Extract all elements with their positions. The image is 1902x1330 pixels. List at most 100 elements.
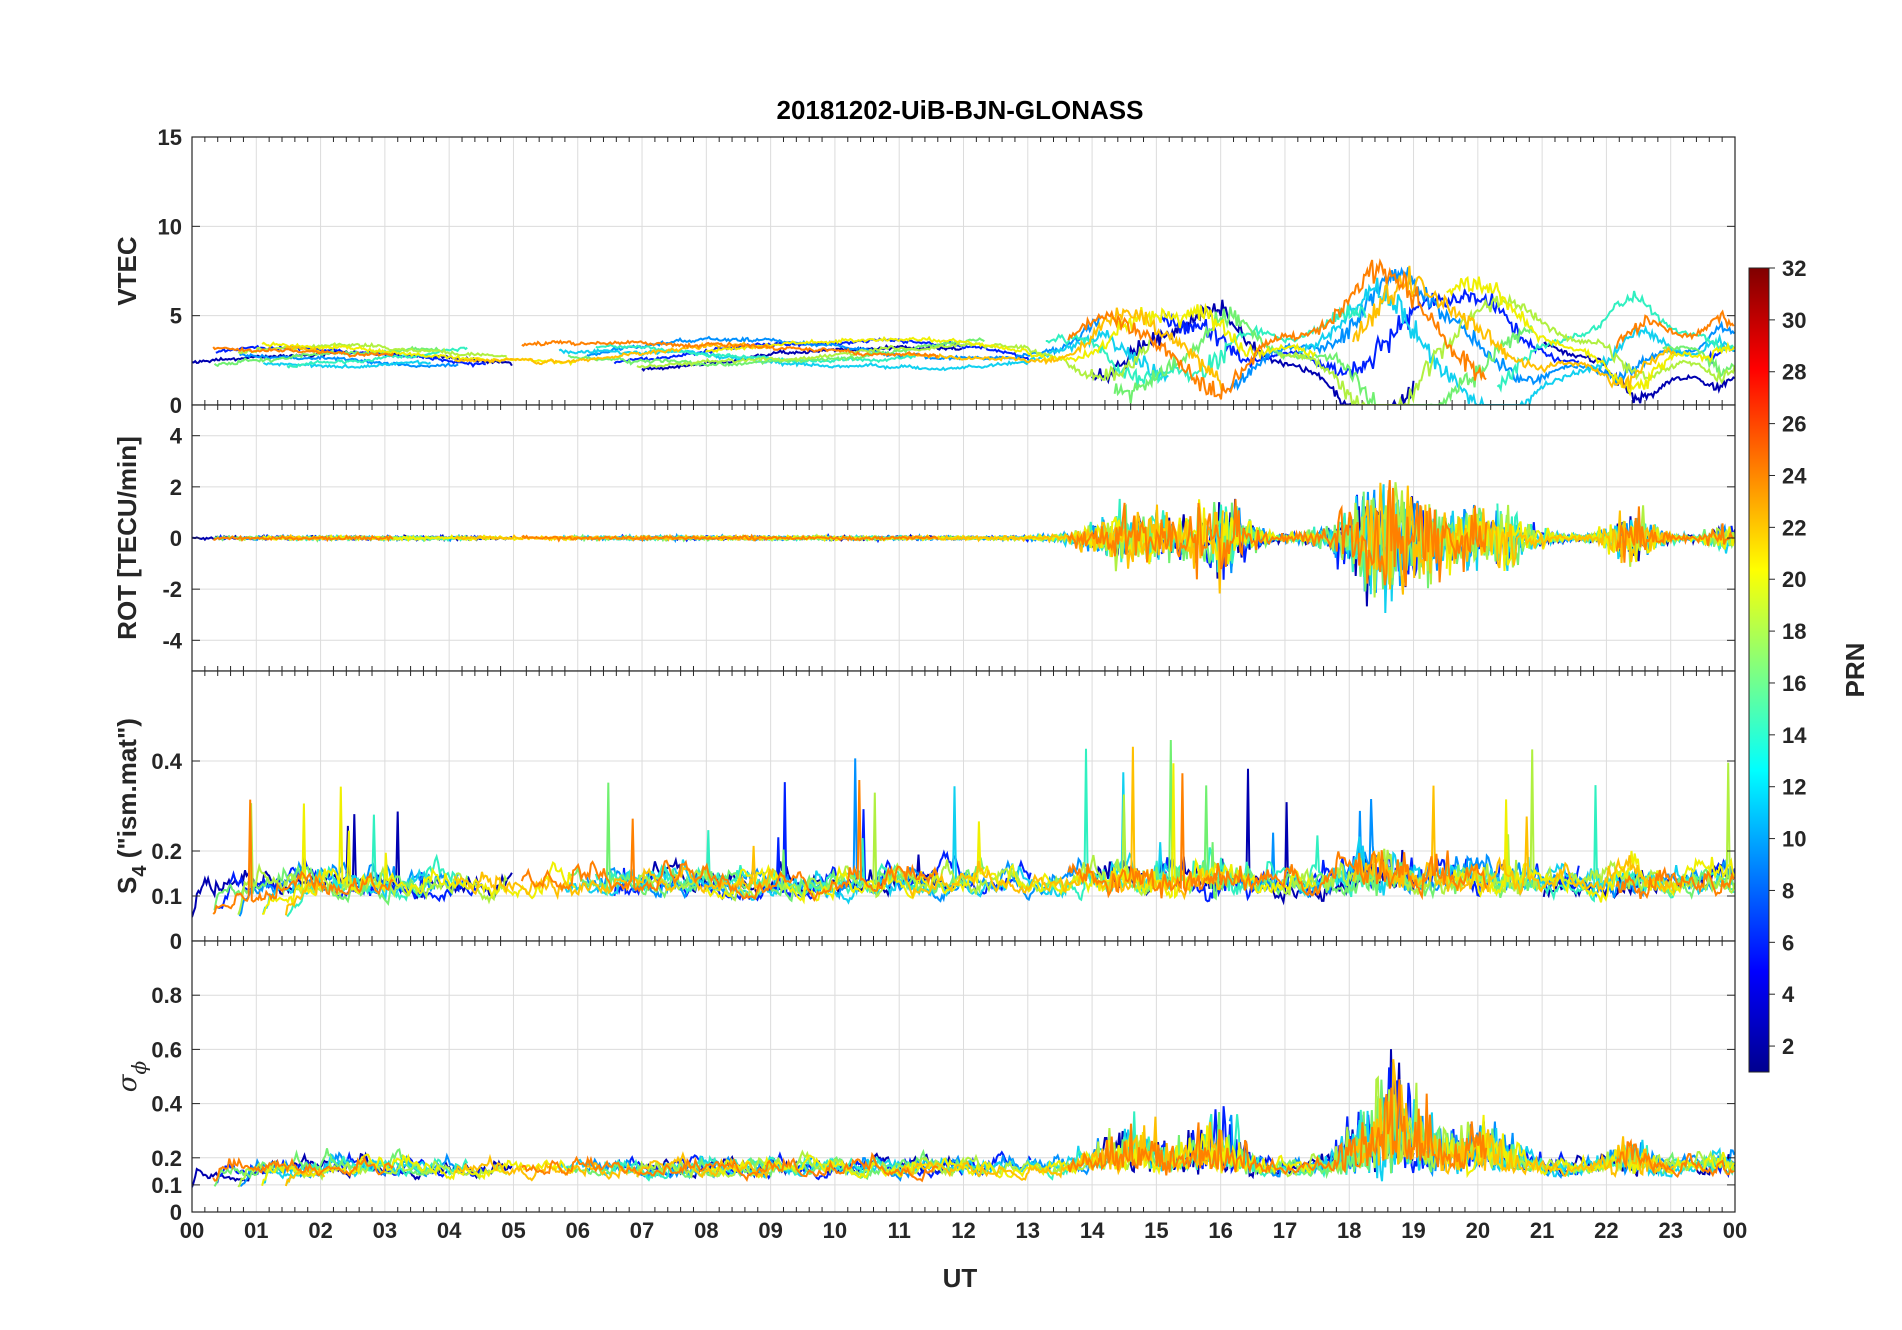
series-prn-11 (262, 359, 432, 369)
y-tick-label: 0.1 (151, 884, 182, 909)
x-tick-label: 12 (951, 1218, 975, 1243)
series-prn-20 (1446, 275, 1735, 397)
x-tick-label: 03 (373, 1218, 397, 1243)
series-group (192, 480, 1735, 614)
y-ticks: 0 5 10 15 (158, 125, 1735, 418)
x-axis-label: UT (943, 1263, 978, 1293)
series-prn-20 (705, 302, 1316, 363)
series-prn-20 (261, 1153, 577, 1187)
series-prn-13 (595, 343, 917, 364)
x-tick-label: 11 (888, 1218, 911, 1243)
x-tick-label: 01 (244, 1218, 268, 1243)
x-tick-label: 14 (1080, 1218, 1105, 1243)
x-tick-label: 18 (1337, 1218, 1361, 1243)
colorbar-label: PRN (1840, 643, 1870, 698)
panel-rot: -4 -2 0 2 4 ROT [TECU/min] (112, 404, 1736, 672)
colorbar-tick-label: 22 (1782, 515, 1806, 540)
series-prn-23 (521, 1151, 939, 1183)
series-prn-23 (1615, 1138, 1735, 1178)
y-axis-label: VTEC (112, 236, 142, 306)
series-prn-15 (1662, 345, 1735, 379)
series-prn-11 (1298, 277, 1735, 405)
series-group (192, 739, 1735, 918)
y-tick-label: 15 (158, 125, 182, 150)
series-prn-5 (1160, 286, 1580, 379)
series-prn-15 (567, 337, 985, 368)
series-prn-23 (521, 339, 939, 359)
x-tick-label: 00 (1723, 1218, 1747, 1243)
y-tick-label: 0.1 (151, 1173, 182, 1198)
colorbar-tick-label: 24 (1782, 463, 1807, 488)
y-tick-label: 0 (170, 929, 182, 954)
series-prn-2 (1543, 341, 1735, 404)
series-prn-23 (1615, 309, 1735, 349)
x-axis: 00 01 02 03 04 05 06 07 08 09 10 11 12 13 14 15 16 17 18 19… (180, 1218, 1747, 1243)
series-prn-15 (1113, 306, 1534, 405)
x-tick-label: 19 (1401, 1218, 1425, 1243)
y-axis-label: ROT [TECU/min] (112, 436, 142, 640)
series-prn-17 (1279, 482, 1735, 598)
y-tick-label: -4 (162, 628, 182, 653)
x-tick-label: 08 (694, 1218, 718, 1243)
series-prn-23 (521, 533, 939, 543)
y-axis-label: S4 ("ism.mat") (112, 718, 151, 894)
series-prn-23 (212, 346, 395, 358)
colorbar-tick-label: 26 (1782, 412, 1806, 437)
colorbar-tick-label: 4 (1782, 982, 1795, 1007)
x-tick-label: 06 (566, 1218, 590, 1243)
x-tick-label: 09 (758, 1218, 782, 1243)
y-tick-label: 2 (170, 475, 182, 500)
y-tick-label: 0 (170, 393, 182, 418)
y-tick-label: 5 (170, 304, 182, 329)
series-prn-21 (902, 1116, 1224, 1182)
x-tick-label: 20 (1466, 1218, 1490, 1243)
y-tick-label: 0.8 (151, 983, 182, 1008)
y-ticks: 00.10.2 0.4 0.6 0.8 (151, 983, 1735, 1225)
y-tick-label: 4 (170, 424, 183, 449)
x-tick-label: 22 (1594, 1218, 1618, 1243)
series-group (192, 1049, 1735, 1188)
panel-sigma: 00.10.2 0.4 0.6 0.8 σϕ (113, 940, 1736, 1225)
series-prn-13 (595, 1155, 917, 1182)
y-tick-label: 0.6 (151, 1037, 182, 1062)
colorbar-tick-label: 18 (1782, 619, 1806, 644)
y-tick-label: 0 (170, 1200, 182, 1225)
series-prn-23 (1615, 865, 1735, 900)
series-prn-23 (1067, 480, 1488, 587)
chart-title: 20181202-UiB-BJN-GLONASS (776, 95, 1143, 125)
colorbar-tick-label: 2 (1782, 1034, 1794, 1059)
series-prn-23 (1067, 773, 1488, 901)
colorbar-tick-label: 16 (1782, 671, 1806, 696)
series-prn-23 (212, 1155, 394, 1182)
y-tick-label: 0 (170, 526, 182, 551)
series-prn-23 (520, 779, 939, 902)
series-prn-21 (454, 341, 774, 366)
x-tick-label: 07 (630, 1218, 654, 1243)
series-prn-13 (286, 346, 468, 369)
series-prn-23 (212, 534, 394, 543)
y-tick-label: 10 (158, 214, 182, 239)
panel-frame (191, 940, 1736, 1213)
x-tick-label: 17 (1273, 1218, 1297, 1243)
colorbar-tick-label: 30 (1782, 308, 1806, 333)
y-tick-label: 0.2 (151, 1146, 182, 1171)
y-tick-label: 0.4 (151, 749, 182, 774)
series-prn-2 (1091, 299, 1415, 405)
series-prn-23 (1615, 506, 1735, 563)
series-prn-15 (213, 1147, 441, 1187)
x-tick-label: 15 (1144, 1218, 1168, 1243)
x-tick-label: 00 (180, 1218, 204, 1243)
series-prn-23 (1067, 1079, 1488, 1176)
x-tick-label: 23 (1658, 1218, 1682, 1243)
series-prn-9 (585, 758, 1101, 903)
colorbar-tick-label: 8 (1782, 878, 1794, 903)
y-tick-label: -2 (162, 577, 182, 602)
series-prn-9 (239, 353, 459, 369)
x-tick-label: 13 (1016, 1218, 1040, 1243)
x-tick-label: 10 (823, 1218, 847, 1243)
y-ticks: 0 0.1 0.2 0.4 (151, 749, 1735, 954)
series-prn-17 (237, 341, 508, 358)
